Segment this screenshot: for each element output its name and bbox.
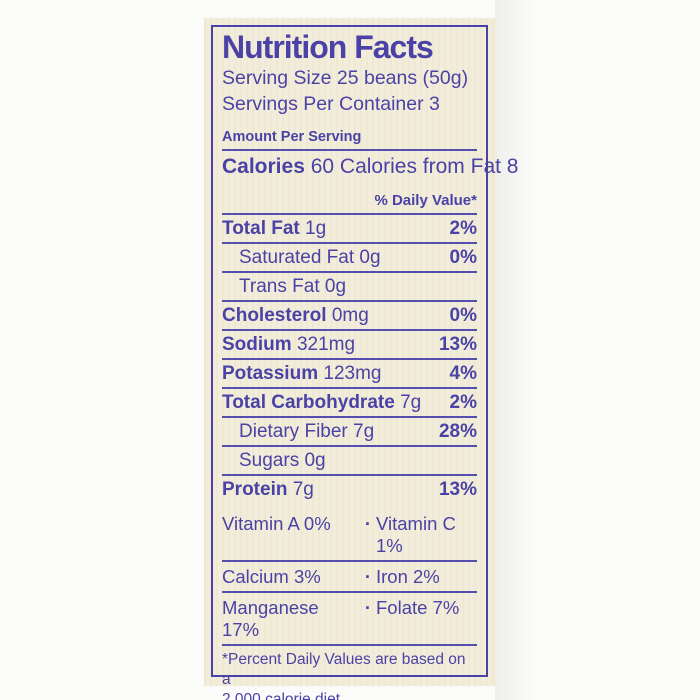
label-border-box: Nutrition Facts Serving Size 25 beans (5…	[211, 25, 518, 700]
nutrient-daily-value: 0%	[449, 304, 477, 326]
nutrient-name: Sodium	[222, 333, 292, 355]
calories-label: Calories	[222, 154, 305, 178]
nutrient-name: Sugars	[239, 449, 300, 471]
nutrient-daily-value: 28%	[438, 420, 477, 442]
micronutrient-row-vitamins: Vitamin A 0% · Vitamin C 1%	[222, 509, 477, 562]
photo-edge-shading	[495, 0, 535, 700]
nutrient-daily-value: 2%	[449, 217, 477, 239]
micronutrient-left: Manganese 17%	[222, 596, 319, 640]
nutrient-row-saturated-fat: Saturated Fat 0g 0%	[222, 244, 477, 273]
footnote-line-2: 2,000 calorie diet.	[222, 690, 345, 700]
nutrient-name: Total Carbohydrate	[222, 391, 395, 413]
footnote-line-1: *Percent Daily Values are based on a	[222, 650, 466, 688]
micronutrient-row-trace: Manganese 17% · Folate 7%	[222, 593, 477, 646]
nutrient-name: Total Fat	[222, 217, 300, 239]
micronutrient-right: Vitamin C 1%	[376, 512, 456, 556]
calories-row: Calories 60 Calories from Fat 8	[222, 151, 518, 182]
nutrient-amount: 0mg	[331, 304, 369, 326]
nutrient-name: Saturated Fat	[239, 246, 355, 268]
nutrient-daily-value: 13%	[438, 478, 477, 500]
nutrient-row-total-fat: Total Fat 1g 2%	[222, 215, 477, 244]
nutrient-row-dietary-fiber: Dietary Fiber 7g 28%	[222, 418, 477, 447]
nutrient-daily-value: 2%	[449, 391, 477, 413]
micronutrient-left: Calcium 3%	[222, 565, 321, 587]
nutrient-amount: 0g	[304, 449, 326, 471]
nutrient-amount: 1g	[305, 217, 327, 239]
amount-per-serving-heading: Amount Per Serving	[222, 129, 477, 151]
nutrient-name: Protein	[222, 478, 288, 500]
nutrient-name: Dietary Fiber	[239, 420, 348, 442]
micronutrient-right: Iron 2%	[376, 565, 440, 587]
nutrient-name: Trans Fat	[239, 275, 320, 297]
micronutrient-left: Vitamin A 0%	[222, 512, 331, 534]
nutrient-name: Cholesterol	[222, 304, 327, 326]
daily-value-footnote: *Percent Daily Values are based on a 2,0…	[222, 646, 477, 700]
calories-from-fat: Calories from Fat 8	[339, 154, 519, 178]
nutrient-row-sugars: Sugars 0g	[222, 447, 477, 476]
nutrient-amount: 0g	[359, 246, 381, 268]
nutrition-facts-label: Nutrition Facts Serving Size 25 beans (5…	[204, 18, 518, 700]
separator-dot: ·	[364, 565, 372, 587]
nutrient-amount: 321mg	[296, 333, 356, 355]
serving-size: Serving Size 25 beans (50g)	[222, 66, 469, 89]
nutrient-row-total-carbohydrate: Total Carbohydrate 7g 2%	[222, 389, 477, 418]
nutrient-row-potassium: Potassium 123mg 4%	[222, 360, 477, 389]
nutrient-daily-value: 4%	[449, 362, 477, 384]
separator-dot: ·	[364, 596, 372, 618]
daily-value-header: % Daily Value*	[222, 190, 477, 215]
nutrient-amount: 7g	[400, 391, 422, 413]
nutrient-row-trans-fat: Trans Fat 0g	[222, 273, 477, 302]
separator-dot: ·	[364, 512, 372, 534]
micronutrient-right: Folate 7%	[376, 596, 460, 618]
nutrient-row-cholesterol: Cholesterol 0mg 0%	[222, 302, 477, 331]
servings-per-container: Servings Per Container 3	[222, 92, 440, 115]
nutrient-amount: 123mg	[323, 362, 382, 384]
nutrient-row-protein: Protein 7g 13%	[222, 476, 477, 503]
nutrient-name: Potassium	[222, 362, 319, 384]
nutrient-amount: 0g	[324, 275, 347, 297]
nutrient-daily-value: 0%	[449, 246, 477, 268]
nutrient-amount: 7g	[353, 420, 375, 442]
nutrient-row-sodium: Sodium 321mg 13%	[222, 331, 477, 360]
label-title: Nutrition Facts	[222, 29, 434, 65]
calories-value: 60	[310, 154, 335, 178]
nutrient-daily-value: 13%	[438, 333, 477, 355]
micronutrient-row-minerals: Calcium 3% · Iron 2%	[222, 562, 477, 593]
nutrient-amount: 7g	[292, 478, 314, 500]
